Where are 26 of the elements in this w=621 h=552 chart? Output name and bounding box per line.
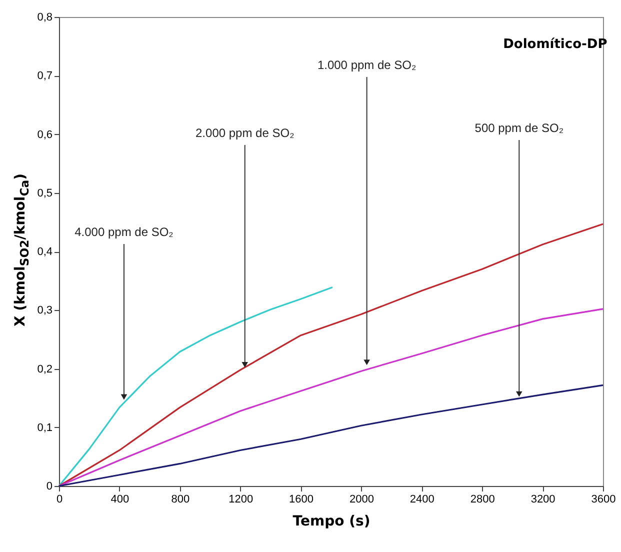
x-tick-label: 3600 [591, 494, 616, 506]
x-tick-label: 800 [171, 494, 190, 506]
x-tick-label: 1600 [289, 494, 314, 506]
y-tick-label: 0,5 [37, 187, 52, 200]
x-tick-label: 2000 [349, 494, 374, 506]
annotation: 4.000 ppm de SO₂ [74, 225, 174, 239]
x-tick-label: 2400 [410, 494, 434, 506]
line-series [58, 286, 334, 487]
y-tick-label: 0,6 [37, 128, 52, 141]
y-tick-label: 0,4 [37, 246, 52, 258]
annotation: 500 ppm de SO₂ [474, 121, 564, 135]
annotation: 2.000 ppm de SO₂ [196, 126, 295, 140]
x-tick-label: 0 [56, 494, 63, 506]
y-tick-label: 0 [46, 480, 52, 492]
y-tick-label: 0,8 [37, 12, 52, 24]
x-tick-label: 400 [110, 494, 130, 506]
y-tick-label: 0,7 [37, 70, 52, 82]
annotation: 1.000 ppm de SO₂ [317, 58, 417, 72]
y-tick-label: 0,1 [37, 422, 52, 434]
x-tick-label: 3200 [530, 494, 556, 506]
x-axis-title: Tempo (s) [292, 514, 370, 530]
x-tick-label: 1200 [228, 494, 254, 506]
y-tick-label: 0,2 [37, 363, 52, 376]
y-tick-label: 0,3 [37, 304, 52, 317]
x-tick-label: 2800 [470, 494, 495, 506]
text: Dolomítico-DP [503, 37, 608, 52]
